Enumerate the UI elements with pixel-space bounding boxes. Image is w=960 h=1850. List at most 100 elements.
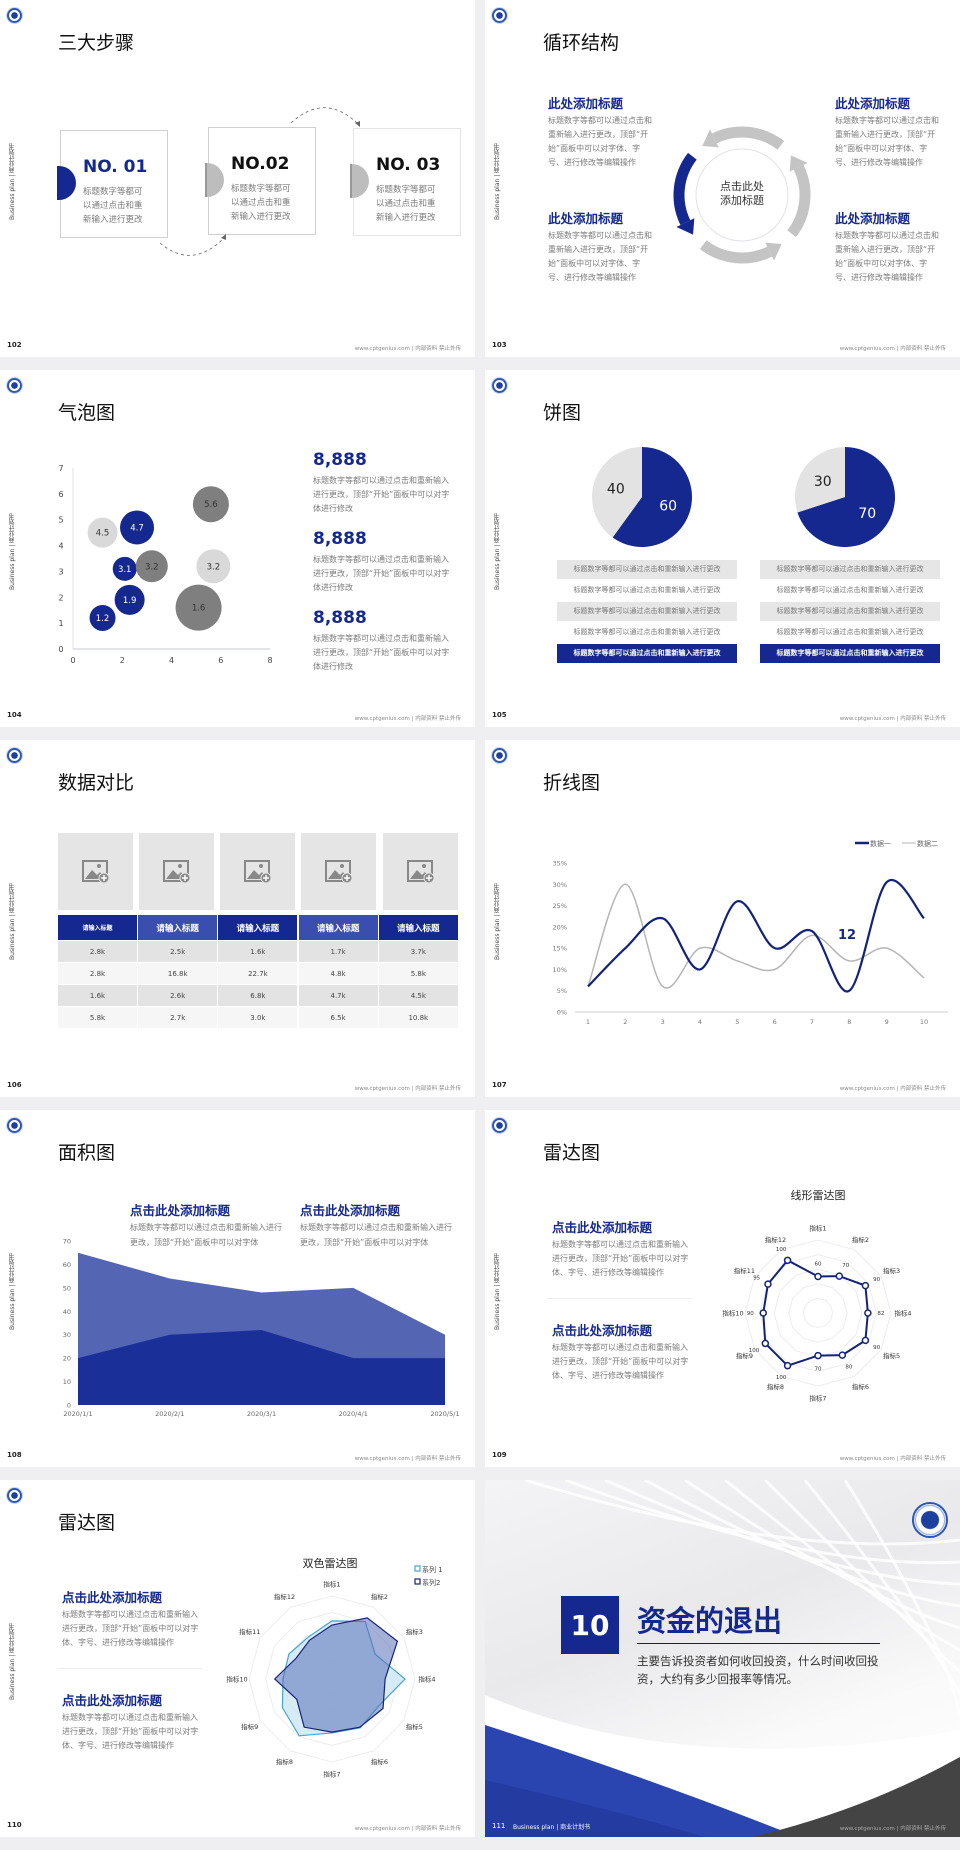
radar-axis-label: 指标5 [883, 1351, 900, 1360]
image-frame [244, 860, 270, 882]
x-tick-label: 2 [623, 1018, 627, 1026]
pie-slice[interactable] [612, 447, 692, 547]
legend-row[interactable]: 标题数字等都可以通过点击和重新输入进行更改 [573, 586, 721, 594]
block-heading: 此处添加标题 [548, 96, 624, 111]
slide-110[interactable]: 雷达图 Business plan | 商业计划书 110 www.cptgenius… [0, 1480, 475, 1837]
bubble[interactable] [192, 486, 229, 523]
decorative-curve [763, 1480, 960, 1674]
radar-point[interactable] [864, 1309, 872, 1317]
bubble[interactable] [114, 584, 145, 615]
bubble[interactable] [196, 549, 231, 584]
radar-point[interactable] [764, 1280, 772, 1288]
image-frame [163, 860, 189, 882]
radar-point[interactable] [861, 1281, 870, 1290]
slide-105[interactable]: 饼图 Business plan | 商业计划书 105 www.cptgenius.… [485, 370, 960, 727]
sun-dot [340, 864, 344, 868]
page-number: 107 [492, 1081, 507, 1089]
half-circle-icon [350, 164, 369, 198]
sun-dot [422, 864, 426, 868]
radar-point[interactable] [835, 1272, 844, 1280]
pie-label: 70 [858, 506, 876, 522]
radar-axis-label: 指标11 [734, 1266, 755, 1275]
radar-value-label: 95 [753, 1276, 760, 1282]
bubble[interactable] [112, 556, 137, 581]
image-placeholder[interactable] [383, 833, 458, 910]
slide-108[interactable]: 面积图 Business plan | 商业计划书 108 www.cptgenius… [0, 1110, 475, 1467]
legend-row[interactable]: 标题数字等都可以通过点击和重新输入进行更改 [760, 602, 940, 621]
radar-point[interactable] [761, 1339, 770, 1348]
radar-point[interactable] [814, 1272, 822, 1281]
slide-title: 雷达图 [543, 1142, 601, 1164]
slide-107[interactable]: 折线图 Business plan | 商业计划书 107 www.cptgenius… [485, 740, 960, 1097]
bubble[interactable] [135, 550, 168, 583]
y-tick-label: 20 [63, 1355, 71, 1363]
slide-102[interactable]: 三大步骤 Business plan | 商业计划书 102 www.cptgeniu… [0, 0, 475, 357]
image-placeholder[interactable] [220, 833, 295, 910]
footer-text: www.cptgenius.com | 内部资料 禁止外传 [354, 1086, 461, 1092]
slide-title: 雷达图 [58, 1512, 116, 1534]
x-tick-label: 1 [586, 1018, 590, 1026]
image-placeholder[interactable] [301, 833, 376, 910]
slide-103[interactable]: 循环结构 Business plan | 商业计划书 103 www.cptgeniu… [485, 0, 960, 357]
legend-row[interactable]: 标题数字等都可以通过点击和重新输入进行更改 [557, 560, 737, 579]
radar-axis-label: 指标9 [736, 1351, 753, 1360]
bubble[interactable] [175, 584, 222, 631]
bubble[interactable] [87, 517, 118, 548]
stat-text: 标题数字等都可以通过点击和重新输入进行更改，顶部“开始”面板中可以对字体进行修改 [313, 555, 450, 592]
x-tick-label: 2020/1/1 [63, 1410, 92, 1418]
area-series-2 [78, 1330, 445, 1405]
table-header: 请输入标题 [138, 915, 218, 940]
image-placeholder[interactable] [139, 833, 214, 910]
chart-title: 线形雷达图 [791, 1188, 846, 1202]
legend-row[interactable]: 标题数字等都可以通过点击和重新输入进行更改 [760, 560, 940, 579]
block-text: 标题数字等都可以通过点击和重新输入进行更改，顶部“开始”面板中可以对字体 [130, 1223, 282, 1247]
radar-value-label: 90 [873, 1345, 880, 1351]
legend-row[interactable]: 标题数字等都可以通过点击和重新输入进行更改 [557, 644, 737, 663]
radar-point[interactable] [861, 1336, 870, 1345]
radar-axis-label: 指标10 [722, 1309, 743, 1318]
slide-title: 循环结构 [543, 32, 620, 54]
image-add-icon [163, 860, 191, 884]
slide-106[interactable]: 数据对比 Business plan | 商业计划书 106 www.cptgeniu… [0, 740, 475, 1097]
legend-row[interactable]: 标题数字等都可以通过点击和重新输入进行更改 [557, 602, 737, 621]
step-text: 标题数字等都可以通过点击和重新输入进行更改 [83, 187, 143, 225]
image-placeholder[interactable] [58, 833, 133, 910]
bubble[interactable] [89, 604, 116, 631]
radar-axis-label: 指标7 [323, 1770, 340, 1779]
radar-point[interactable] [838, 1351, 847, 1359]
pie-slice[interactable] [797, 447, 895, 547]
slide-104[interactable]: 气泡图 Business plan | 商业计划书 104 www.cptgenius… [0, 370, 475, 727]
legend-row[interactable]: 标题数字等都可以通过点击和重新输入进行更改 [776, 586, 924, 594]
bubble[interactable] [120, 510, 155, 545]
radar-point[interactable] [783, 1361, 792, 1370]
school-emblem-icon [7, 1118, 22, 1133]
y-tick-label: 5% [557, 987, 567, 995]
x-tick-label: 4 [698, 1018, 702, 1026]
pie-label: 60 [659, 498, 677, 514]
radar-point[interactable] [783, 1256, 792, 1265]
radar-point[interactable] [814, 1351, 822, 1360]
legend-row[interactable]: 标题数字等都可以通过点击和重新输入进行更改 [776, 628, 924, 636]
legend-row[interactable]: 标题数字等都可以通过点击和重新输入进行更改 [573, 628, 721, 636]
section-number: 10 [561, 1596, 619, 1654]
arrowhead-icon [789, 155, 808, 172]
slide-title: 饼图 [543, 402, 582, 424]
stat-value: 8,888 [313, 608, 367, 628]
table-cell: 1.7k [298, 941, 378, 962]
radar-grid-ring [773, 1268, 863, 1358]
slide-109[interactable]: 雷达图 Business plan | 商业计划书 109 www.cptgenius… [485, 1110, 960, 1467]
slide-111[interactable]: 10 资金的退出 主要告诉投资者如何收回投资，什么时间收回投资，大约有多少回报率等情… [485, 1480, 960, 1837]
block-text: 标题数字等都可以通过点击和重新输入进行更改，顶部“开始”面板中可以对字体、字号、… [548, 116, 652, 167]
legend-row[interactable]: 标题数字等都可以通过点击和重新输入进行更改 [760, 644, 940, 663]
block-text: 标题数字等都可以通过点击和重新输入进行更改，顶部“开始”面板中可以对字体、字号、… [552, 1240, 689, 1277]
table-cell: 4.7k [298, 985, 378, 1006]
pie-slice[interactable] [795, 447, 845, 513]
radar-point[interactable] [759, 1309, 767, 1317]
pie-slice[interactable] [592, 447, 642, 538]
radar-axis-label: 指标6 [371, 1757, 388, 1766]
footer-text: www.cptgenius.com | 内部资料 禁止外传 [354, 346, 461, 352]
school-emblem-icon [492, 8, 507, 23]
table-cell: 10.8k [378, 1007, 458, 1028]
divider [57, 1668, 202, 1669]
page-number: 103 [492, 341, 507, 349]
